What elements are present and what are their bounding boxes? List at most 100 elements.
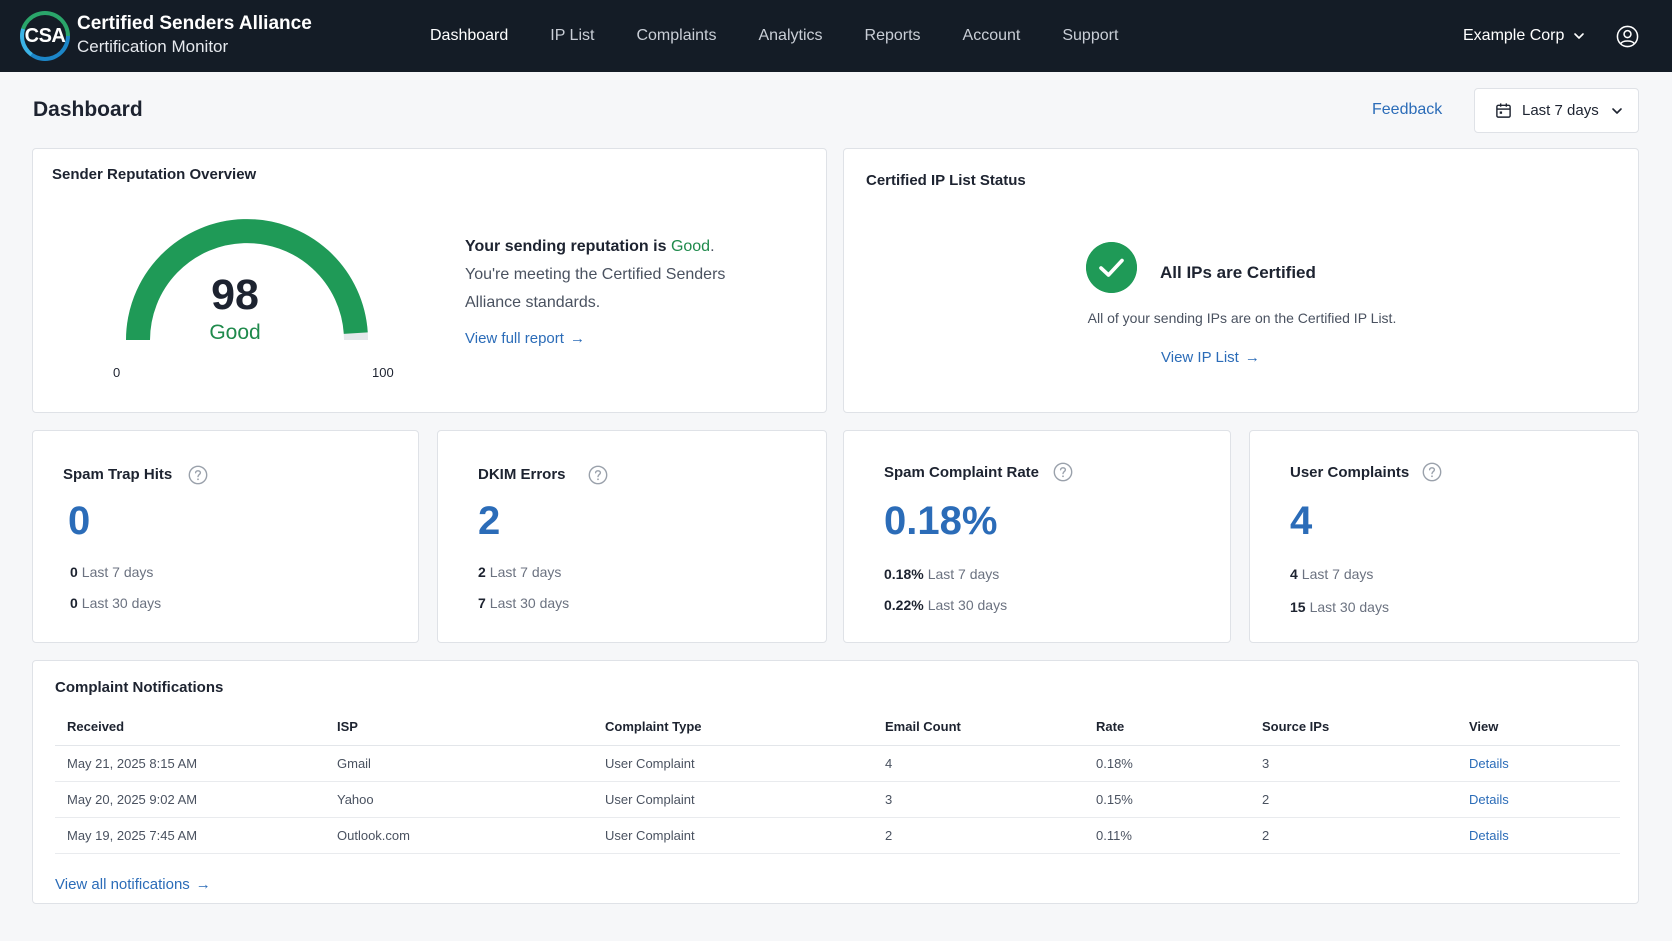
- ip-list-card: Certified IP List Status All IPs are Cer…: [843, 148, 1639, 413]
- stat-last-30-value: 0: [70, 595, 78, 611]
- column-header-view: View: [1457, 709, 1620, 746]
- cell-isp: Outlook.com: [325, 817, 593, 854]
- stat-value: 0: [68, 499, 91, 543]
- chevron-down-icon: [1574, 33, 1585, 39]
- stat-card-spam-trap-hits: Spam Trap Hits 0 0 Last 7 days 0 Last 30 d…: [32, 430, 419, 643]
- view-all-notifications-label: View all notifications: [55, 876, 190, 893]
- reputation-card: Sender Reputation Overview 98 Good 0 100…: [32, 148, 827, 413]
- reputation-title: Sender Reputation Overview: [52, 166, 257, 183]
- view-all-notifications-link[interactable]: View all notifications →: [55, 876, 211, 893]
- nav-item-dashboard[interactable]: Dashboard: [430, 27, 509, 44]
- nav-item-support[interactable]: Support: [1062, 27, 1119, 44]
- stat-last-7-label: Last 7 days: [1301, 566, 1374, 582]
- ip-list-headline: All IPs are Certified: [1160, 263, 1316, 282]
- gauge-min-label: 0: [113, 365, 121, 380]
- details-link[interactable]: Details: [1469, 755, 1509, 771]
- arrow-right-icon: →: [1244, 349, 1260, 366]
- stat-last-30-days: 7 Last 30 days: [478, 595, 569, 611]
- stat-last-30-label: Last 30 days: [927, 597, 1008, 613]
- reputation-gauge: [126, 219, 368, 341]
- ip-list-description: All of your sending IPs are on the Certi…: [1087, 310, 1397, 326]
- stat-last-30-label: Last 30 days: [489, 595, 570, 611]
- column-header-email-count[interactable]: Email Count: [873, 709, 1084, 746]
- reputation-message: Your sending reputation is Good. You're …: [465, 233, 765, 317]
- cell-rate: 0.15%: [1084, 781, 1250, 818]
- date-range-select[interactable]: Last 7 days: [1474, 88, 1639, 133]
- column-header-rate[interactable]: Rate: [1084, 709, 1250, 746]
- stat-last-7-value: 0.18%: [884, 566, 924, 582]
- view-ip-list-label: View IP List: [1161, 349, 1239, 366]
- stat-last-7-label: Last 7 days: [81, 564, 154, 580]
- cell-email-count: 3: [873, 781, 1084, 818]
- stat-last-7-days: 0 Last 7 days: [70, 564, 153, 580]
- complaint-notifications-card: Complaint Notifications Received ISP Com…: [32, 660, 1639, 904]
- details-link[interactable]: Details: [1469, 791, 1509, 807]
- user-circle-icon[interactable]: [1616, 25, 1639, 48]
- cell-received: May 21, 2025 8:15 AM: [55, 745, 325, 782]
- stat-last-7-days: 2 Last 7 days: [478, 564, 561, 580]
- gauge-max-label: 100: [372, 365, 394, 380]
- details-link[interactable]: Details: [1469, 827, 1509, 843]
- stat-last-30-label: Last 30 days: [81, 595, 162, 611]
- stat-card-spam-complaint-rate: Spam Complaint Rate 0.18% 0.18% Last 7 da…: [843, 430, 1231, 643]
- cell-source-ips: 3: [1250, 745, 1457, 782]
- column-header-received[interactable]: Received: [55, 709, 325, 746]
- cell-received: May 20, 2025 9:02 AM: [55, 781, 325, 818]
- stat-title: Spam Complaint Rate: [884, 464, 1040, 481]
- table-row: May 19, 2025 7:45 AM Outlook.com User Co…: [55, 817, 1620, 854]
- column-header-source-ips[interactable]: Source IPs: [1250, 709, 1457, 746]
- complaints-title: Complaint Notifications: [55, 679, 224, 696]
- main-nav: Dashboard IP List Complaints Analytics R…: [430, 0, 1160, 72]
- logo-text: CSA: [24, 24, 66, 47]
- stat-last-7-value: 0: [70, 564, 78, 580]
- reputation-message-rating: Good: [670, 238, 711, 255]
- csa-logo[interactable]: CSA: [20, 11, 70, 61]
- reputation-message-suffix: .: [710, 238, 715, 255]
- nav-item-complaints[interactable]: Complaints: [636, 27, 717, 44]
- stat-last-7-days: 0.18% Last 7 days: [884, 566, 999, 582]
- column-header-isp[interactable]: ISP: [325, 709, 593, 746]
- help-icon[interactable]: [588, 465, 608, 485]
- nav-item-reports[interactable]: Reports: [864, 27, 921, 44]
- arrow-right-icon: →: [195, 876, 211, 893]
- cell-email-count: 2: [873, 817, 1084, 854]
- ip-list-title: Certified IP List Status: [866, 172, 1026, 189]
- cell-isp: Yahoo: [325, 781, 593, 818]
- help-icon[interactable]: [188, 465, 208, 485]
- stat-card-user-complaints: User Complaints 4 4 Last 7 days 15 Last 30…: [1249, 430, 1639, 643]
- complaints-table: Received ISP Complaint Type Email Count …: [55, 709, 1620, 854]
- date-range-value: Last 7 days: [1522, 102, 1599, 119]
- calendar-icon: [1496, 103, 1511, 118]
- help-icon[interactable]: [1422, 462, 1442, 482]
- cell-complaint-type: User Complaint: [593, 781, 873, 818]
- stat-last-30-days: 0 Last 30 days: [70, 595, 161, 611]
- cell-rate: 0.18%: [1084, 745, 1250, 782]
- table-row: May 21, 2025 8:15 AM Gmail User Complain…: [55, 745, 1620, 782]
- reputation-score: 98: [211, 271, 259, 319]
- check-circle-icon: [1086, 242, 1137, 293]
- nav-item-ip-list[interactable]: IP List: [550, 27, 595, 44]
- column-header-complaint-type[interactable]: Complaint Type: [593, 709, 873, 746]
- stat-last-7-label: Last 7 days: [927, 566, 1000, 582]
- org-selector[interactable]: Example Corp: [1463, 27, 1585, 45]
- cell-rate: 0.11%: [1084, 817, 1250, 854]
- cell-received: May 19, 2025 7:45 AM: [55, 817, 325, 854]
- cell-view: Details: [1457, 745, 1620, 782]
- stat-last-30-value: 15: [1290, 599, 1306, 615]
- stat-value: 0.18%: [884, 499, 998, 543]
- stat-value: 2: [478, 499, 501, 543]
- nav-item-account[interactable]: Account: [962, 27, 1021, 44]
- view-full-report-link[interactable]: View full report →: [465, 330, 585, 347]
- nav-item-analytics[interactable]: Analytics: [758, 27, 823, 44]
- table-header-row: Received ISP Complaint Type Email Count …: [55, 709, 1620, 746]
- org-name: Example Corp: [1463, 27, 1565, 44]
- view-ip-list-link[interactable]: View IP List →: [1161, 349, 1260, 366]
- feedback-link[interactable]: Feedback: [1372, 101, 1443, 118]
- stat-title: User Complaints: [1290, 464, 1410, 481]
- help-icon[interactable]: [1053, 462, 1073, 482]
- stat-last-30-days: 0.22% Last 30 days: [884, 597, 1007, 613]
- chevron-down-icon: [1611, 107, 1622, 114]
- stat-title: Spam Trap Hits: [63, 466, 173, 483]
- gauge-fill: [126, 219, 368, 341]
- arrow-right-icon: →: [569, 330, 585, 347]
